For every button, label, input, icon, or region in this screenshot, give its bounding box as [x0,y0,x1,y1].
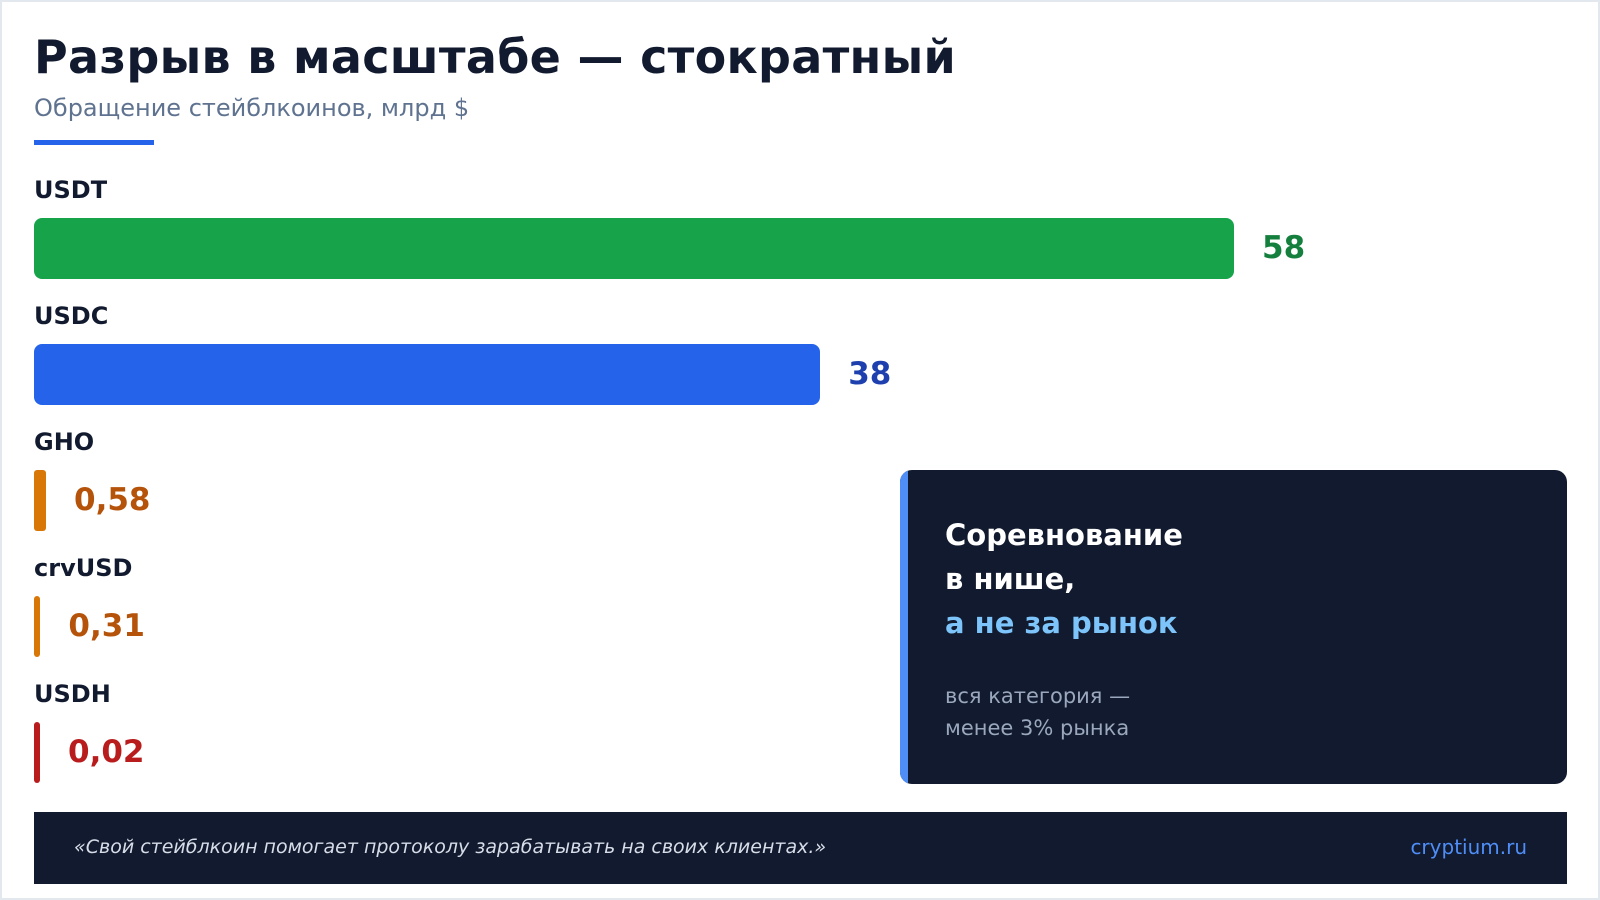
bar-gho [34,470,46,531]
category-label-gho: GHO [34,428,95,456]
callout-box: Соревнование в нише, а не за рынок вся к… [900,470,1567,784]
value-label-gho: 0,58 [74,482,151,518]
value-label-crvusd: 0,31 [68,608,145,644]
callout-heading-line-1: Соревнование [945,518,1183,552]
page-subtitle: Обращение стейблкоинов, млрд $ [34,94,470,122]
value-label-usdt: 58 [1262,230,1306,266]
footer-brand-link[interactable]: cryptium.ru [1410,835,1527,859]
callout-note-line-2: менее 3% рынка [945,716,1130,740]
category-label-crvusd: crvUSD [34,554,133,582]
category-label-usdt: USDT [34,176,108,204]
callout-heading-line-2: в нише, [945,562,1076,596]
bar-usdt [34,218,1234,279]
category-label-usdc: USDC [34,302,109,330]
title-accent-line [34,140,154,145]
callout-accent-bar [900,470,908,784]
callout-note-line-1: вся категория — [945,684,1131,708]
bar-usdc [34,344,821,405]
value-label-usdh: 0,02 [68,734,145,770]
page-title: Разрыв в масштабе — стократный [34,30,957,84]
callout-heading-highlight: а не за рынок [945,606,1178,640]
category-label-usdh: USDH [34,680,111,708]
value-label-usdc: 38 [848,356,892,392]
footer-bar: «Свой стейблкоин помогает протоколу зара… [34,812,1567,884]
footer-quote: «Свой стейблкоин помогает протоколу зара… [74,836,827,858]
bar-crvusd [34,596,41,657]
bar-usdh [34,722,40,783]
